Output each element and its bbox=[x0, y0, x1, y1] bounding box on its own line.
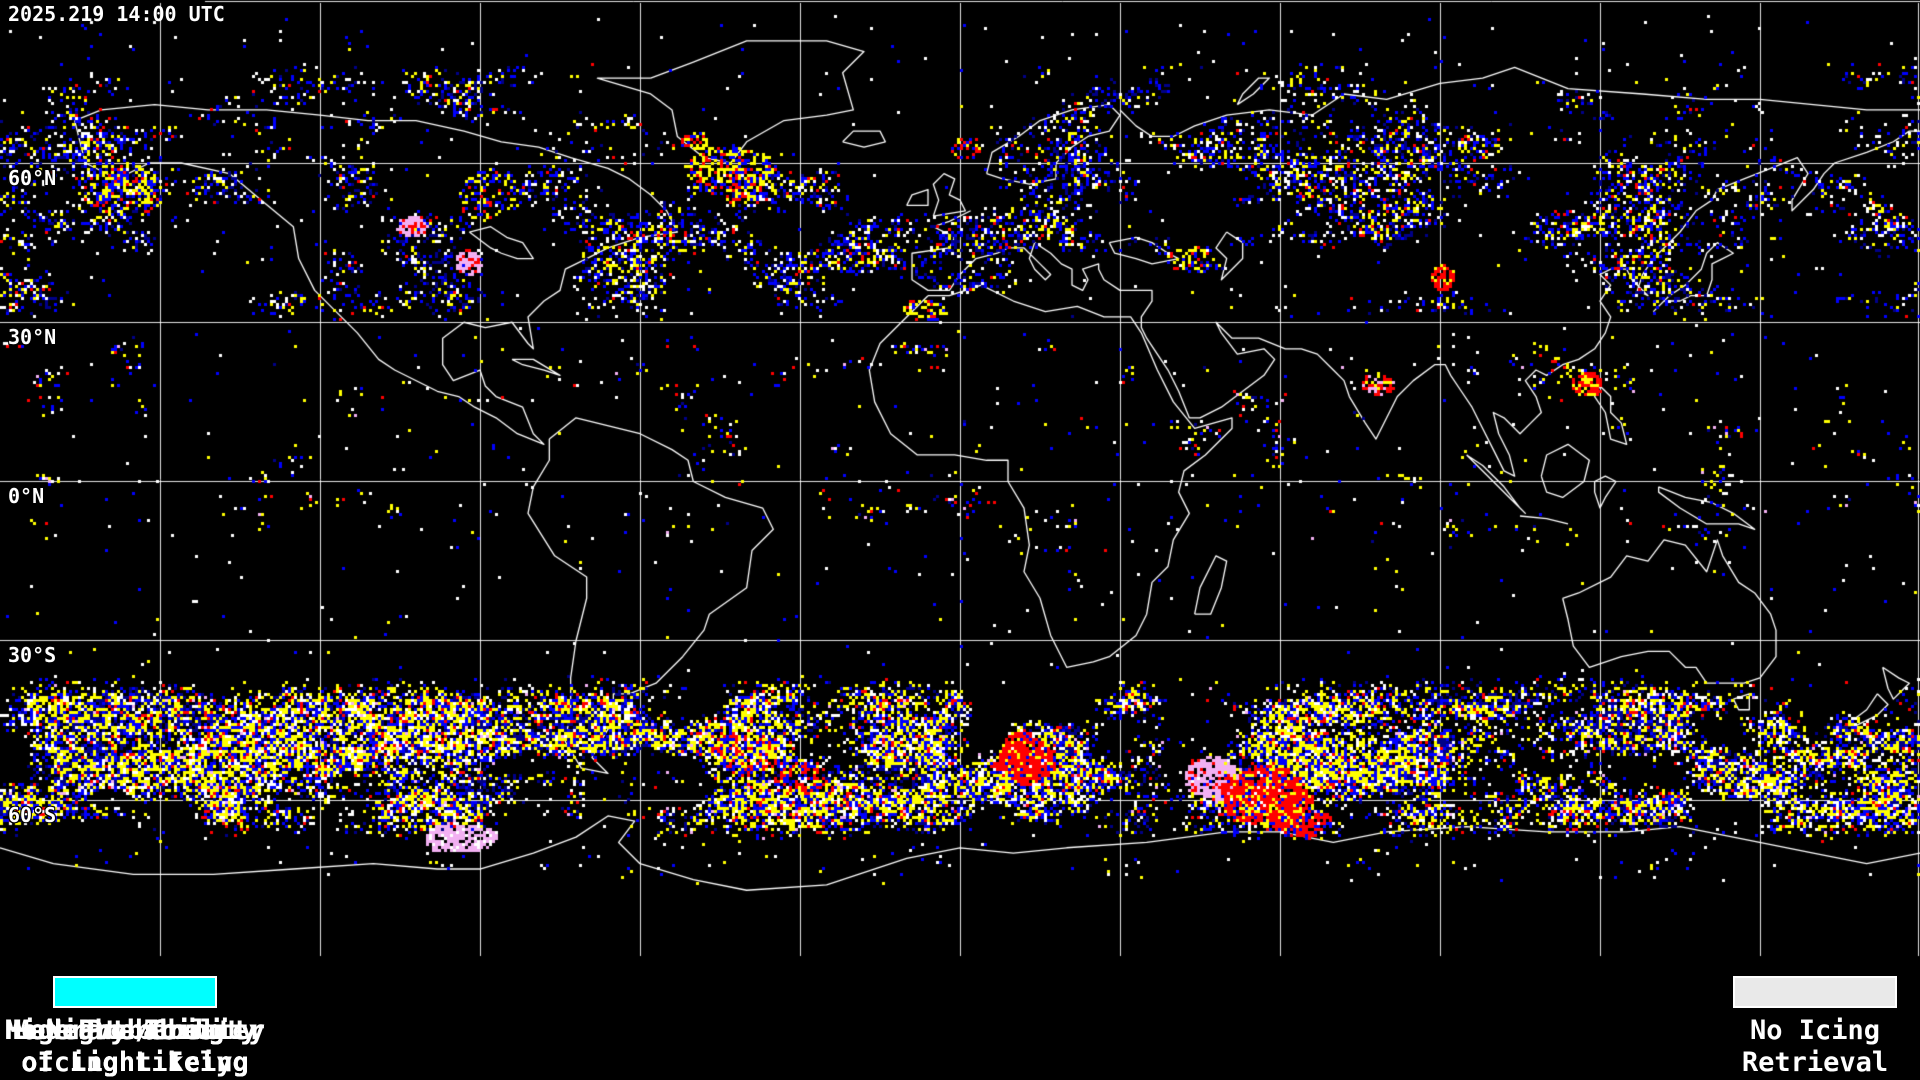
legend-label: Med.Probability bbox=[13, 1015, 257, 1046]
legend-item-no-icing: No Icing Retrieval bbox=[1680, 976, 1920, 1079]
timestamp-label: 2025.219 14:00 UTC bbox=[8, 2, 225, 26]
lat-label-30s: 30°S bbox=[8, 643, 57, 667]
legend-label: High Probability bbox=[4, 1015, 266, 1046]
legend-label: Night Icing bbox=[45, 1015, 225, 1046]
lat-label-0n: 0°N bbox=[8, 484, 45, 508]
legend-label: of Light Icing bbox=[21, 1047, 249, 1078]
lat-label-30n: 30°N bbox=[8, 325, 57, 349]
legend-label: of Light Icing bbox=[21, 1047, 249, 1078]
lat-label-60n: 60°N bbox=[8, 166, 57, 190]
legend-label: Heavy Icing bbox=[45, 1015, 225, 1046]
legend-label: of Light Icing bbox=[21, 1047, 249, 1078]
legend-swatch-night-icing bbox=[53, 976, 217, 1008]
legend-swatch-no-icing bbox=[1733, 976, 1897, 1008]
legend-label: Icing Likely bbox=[37, 1047, 233, 1078]
legend-label: No Icing bbox=[1749, 1015, 1881, 1046]
lat-label-60s: 60°S bbox=[8, 803, 57, 827]
legend-label: Retrieval bbox=[1741, 1047, 1889, 1078]
legend-label: Low Probability bbox=[13, 1015, 257, 1046]
legend-label: Moderate/Greater bbox=[4, 1015, 266, 1046]
legend-item-night-icing: Night Icing bbox=[0, 976, 270, 1047]
